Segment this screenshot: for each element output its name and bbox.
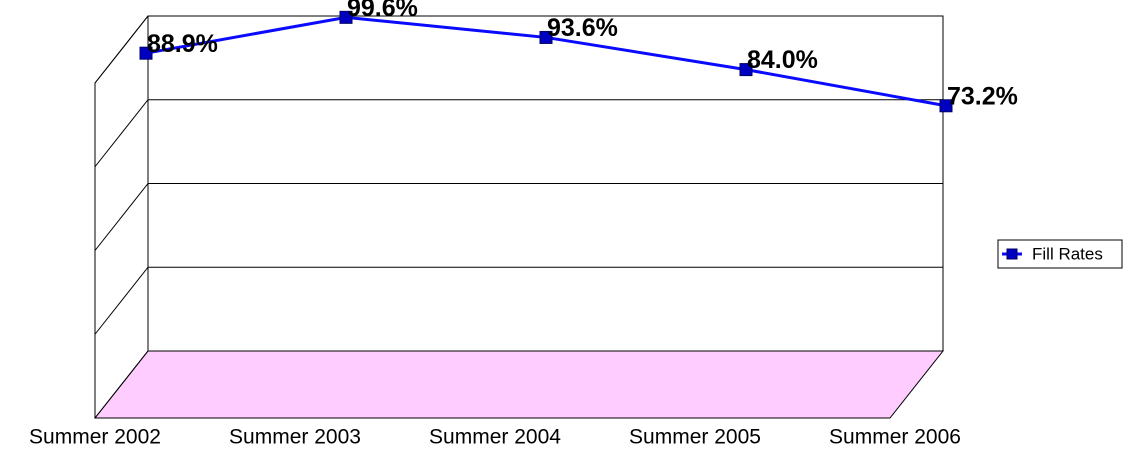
value-label: 88.9% — [147, 30, 218, 58]
point-marker — [139, 46, 153, 60]
grid-line — [94, 266, 943, 335]
value-label: 99.6% — [347, 0, 418, 22]
point-marker — [339, 10, 353, 24]
floor — [93, 350, 945, 419]
value-label: 84.0% — [747, 46, 818, 74]
grid-line — [94, 15, 943, 84]
value-label: 73.2% — [947, 82, 1018, 110]
legend: Fill Rates — [997, 239, 1123, 269]
point-marker — [939, 99, 953, 113]
x-tick-label: Summer 2002 — [29, 426, 161, 449]
plot-area — [93, 15, 945, 419]
x-tick-label: Summer 2006 — [829, 426, 961, 449]
legend-marker — [1006, 248, 1018, 260]
series-line — [145, 15, 947, 108]
grid-line — [94, 350, 943, 419]
series-layer: 88.9% 99.6% 93.6% 84.0% 73.2% — [139, 0, 1018, 113]
grid-line — [94, 183, 943, 251]
value-label: 93.6% — [547, 14, 618, 42]
x-tick-label: Summer 2004 — [429, 426, 561, 449]
x-tick-label: Summer 2005 — [629, 426, 761, 449]
grid-line — [94, 99, 943, 168]
legend-label: Fill Rates — [1032, 244, 1103, 263]
point-marker — [739, 63, 753, 77]
point-marker — [539, 30, 553, 44]
x-tick-label: Summer 2003 — [229, 426, 361, 449]
